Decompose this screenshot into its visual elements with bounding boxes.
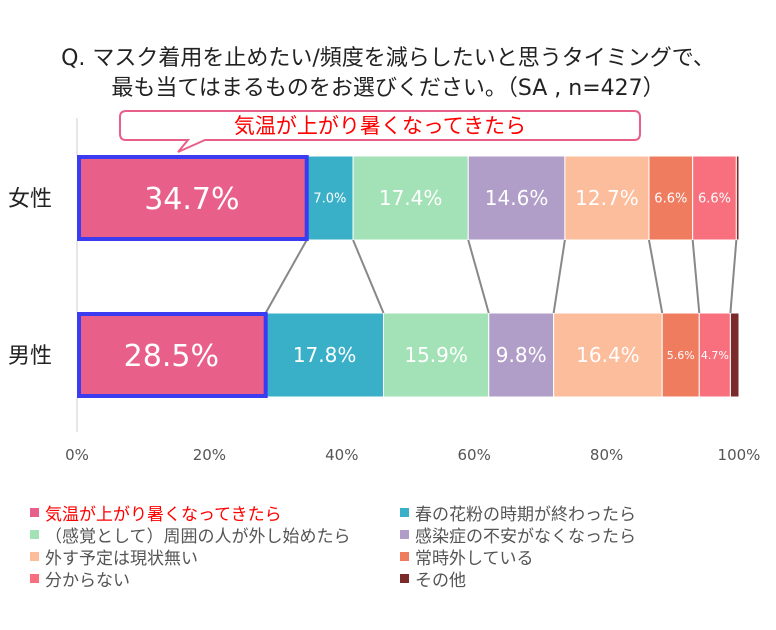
bar-segment-1-3: [488, 312, 555, 398]
bar-segment-0-1: [306, 155, 354, 241]
bar-segment-0-2: [352, 155, 469, 241]
callout-bubble: [119, 110, 641, 153]
bar-segment-1-5: [661, 312, 700, 398]
data-label: 16.4%: [576, 343, 640, 367]
data-label: 17.4%: [379, 186, 443, 210]
data-label: 6.6%: [698, 192, 731, 207]
data-label: 6.6%: [654, 192, 687, 207]
bar-segment-1-2: [383, 312, 490, 398]
data-label: 14.6%: [485, 186, 549, 210]
data-label: 12.7%: [575, 186, 639, 210]
series-connector-line: [264, 239, 308, 314]
series-connector-line: [647, 239, 664, 314]
data-label: 4.7%: [701, 349, 729, 362]
series-connector-line: [552, 239, 566, 314]
x-tick-label: 20%: [193, 446, 226, 464]
highlight-box: [77, 312, 268, 398]
bar-segment-0-5: [648, 155, 694, 241]
bar-segment-1-7: [729, 312, 740, 398]
series-connector-line: [467, 239, 490, 314]
bar-segment-0-3: [467, 155, 566, 241]
data-label: 34.7%: [144, 182, 239, 217]
chart-title-line1: Q. マスク着用を止めたい/頻度を減らしたいと思うタイミングで、: [61, 46, 715, 71]
bar-segment-0-4: [564, 155, 650, 241]
bar-segment-0-7: [735, 155, 740, 241]
chart-title-line2: 最も当てはまるものをお選びください。（SA , n=427）: [111, 76, 665, 101]
category-label: 男性: [8, 344, 52, 369]
series-connector-line: [352, 239, 385, 314]
x-tick-label: 0%: [65, 446, 89, 464]
chart-title: Q. マスク着用を止めたい/頻度を減らしたいと思うタイミングで、 最も当てはまる…: [0, 44, 776, 104]
bar-segment-1-0: [76, 312, 267, 398]
series-connector-line: [691, 239, 701, 314]
bar-segment-1-6: [698, 312, 731, 398]
x-tick-label: 80%: [590, 446, 623, 464]
data-label: 7.0%: [313, 192, 346, 207]
x-tick-label: 40%: [325, 446, 358, 464]
data-label: 17.8%: [293, 343, 357, 367]
x-tick-label: 60%: [458, 446, 491, 464]
series-connector-line: [729, 239, 738, 314]
data-label: 9.8%: [496, 343, 547, 367]
category-label: 女性: [8, 187, 52, 212]
data-label: 15.9%: [404, 343, 468, 367]
bar-segment-1-4: [553, 312, 663, 398]
callout-text: 気温が上がり暑くなってきたら: [234, 114, 526, 138]
data-label: 28.5%: [124, 339, 219, 374]
highlight-box: [77, 155, 309, 241]
x-tick-label: 100%: [718, 446, 761, 464]
data-label: 5.6%: [667, 349, 695, 362]
